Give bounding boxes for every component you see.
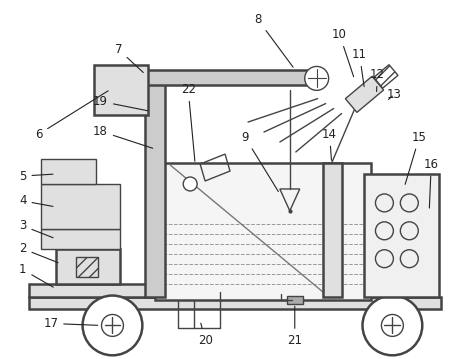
- Bar: [287, 295, 303, 303]
- Text: 8: 8: [254, 13, 293, 67]
- Text: 13: 13: [387, 88, 402, 101]
- Text: 18: 18: [93, 125, 153, 148]
- Text: 5: 5: [19, 169, 53, 182]
- Circle shape: [183, 177, 197, 191]
- Bar: [145, 79, 165, 297]
- Bar: [365, 174, 439, 297]
- Text: 7: 7: [115, 43, 143, 73]
- Text: 17: 17: [43, 317, 98, 330]
- Text: 4: 4: [19, 195, 53, 208]
- Bar: [56, 249, 120, 284]
- Text: 10: 10: [332, 28, 353, 77]
- Text: 1: 1: [19, 263, 53, 287]
- Bar: [29, 284, 153, 297]
- Text: 20: 20: [198, 323, 212, 347]
- Text: 21: 21: [287, 306, 302, 347]
- Bar: [145, 70, 320, 85]
- Polygon shape: [345, 76, 384, 112]
- Circle shape: [305, 66, 329, 90]
- Text: 16: 16: [424, 158, 439, 208]
- Circle shape: [362, 295, 422, 355]
- Bar: [41, 229, 120, 249]
- Text: 3: 3: [19, 219, 53, 238]
- Bar: [41, 159, 95, 184]
- Bar: [76, 257, 98, 277]
- Text: 11: 11: [352, 48, 367, 87]
- Bar: [41, 184, 120, 229]
- Text: 14: 14: [322, 128, 337, 160]
- Bar: [94, 65, 149, 115]
- Text: 19: 19: [93, 95, 148, 111]
- Circle shape: [83, 295, 142, 355]
- Bar: [155, 163, 371, 299]
- Bar: [323, 163, 342, 297]
- Text: 15: 15: [405, 131, 427, 184]
- Text: 2: 2: [19, 242, 58, 263]
- Bar: [29, 297, 441, 309]
- Circle shape: [382, 314, 403, 336]
- Text: 9: 9: [241, 131, 278, 192]
- Text: 22: 22: [180, 83, 196, 161]
- Circle shape: [102, 314, 124, 336]
- Text: 6: 6: [35, 91, 108, 141]
- Polygon shape: [374, 65, 398, 88]
- Text: 12: 12: [370, 68, 385, 92]
